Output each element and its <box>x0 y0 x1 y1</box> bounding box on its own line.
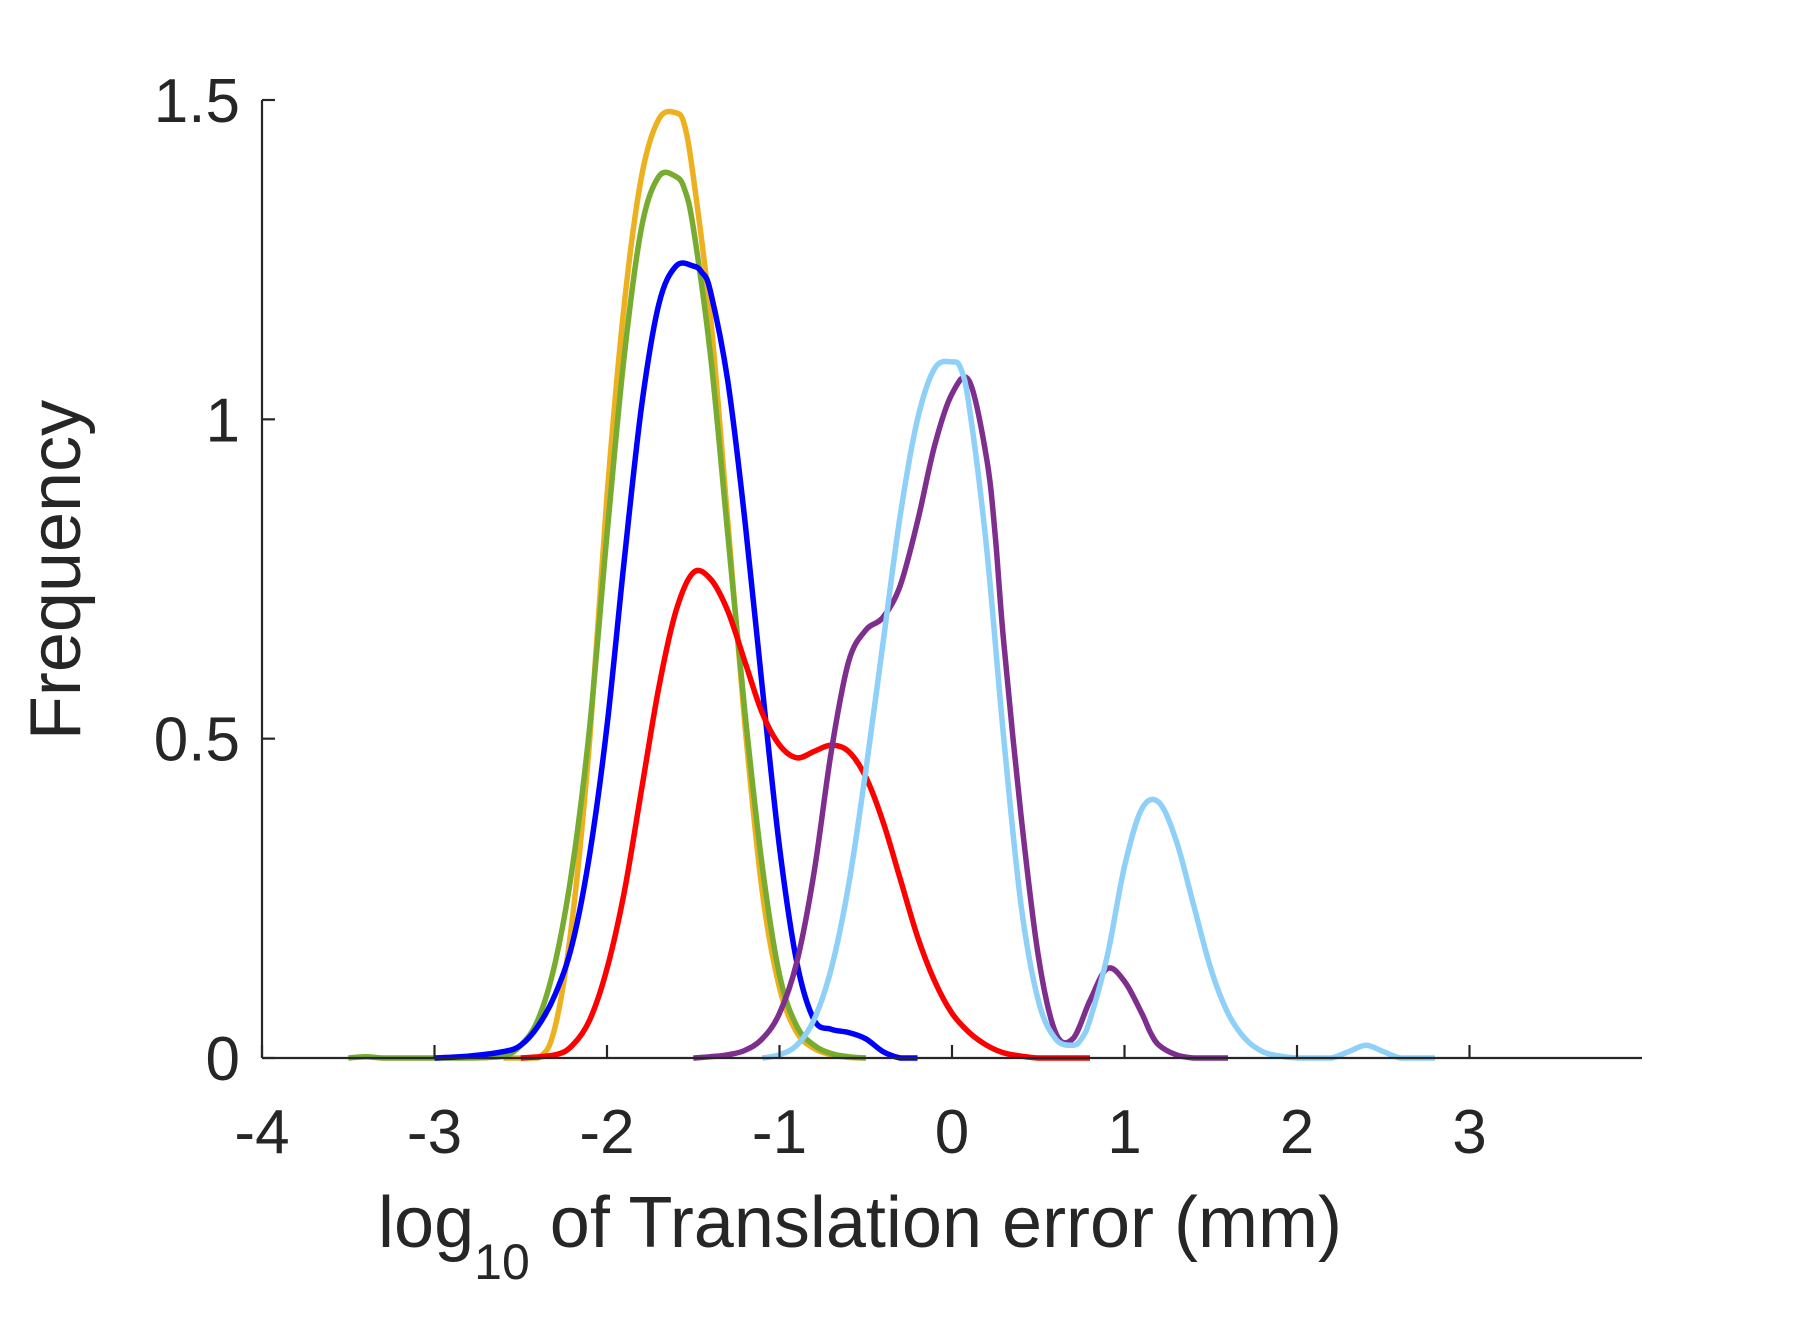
x-tick-label: 2 <box>1280 1098 1314 1167</box>
y-axis: 0 0.5 1 1.5 <box>154 67 275 1094</box>
y-tick-label: 0 <box>206 1025 240 1094</box>
x-tick-label: -1 <box>752 1098 807 1167</box>
x-tick-label: -4 <box>234 1098 289 1167</box>
x-axis-label-main: log <box>378 1183 474 1263</box>
plot-area <box>348 108 1435 1061</box>
x-axis-label: log10 of Translation error (mm) <box>378 1183 1342 1290</box>
series-line-4 <box>520 567 1090 1061</box>
series-line-6 <box>761 358 1435 1061</box>
x-tick-label: -2 <box>579 1098 634 1167</box>
y-axis-label: Frequency <box>16 400 96 740</box>
series-line-3 <box>434 260 918 1061</box>
y-tick-label: 1 <box>206 386 240 455</box>
y-tick-label: 1.5 <box>154 67 240 136</box>
x-tick-label: 3 <box>1452 1098 1486 1167</box>
series-line-1 <box>503 108 866 1061</box>
x-axis-label-rest: of Translation error (mm) <box>530 1183 1342 1263</box>
x-axis-label-subscript: 10 <box>474 1234 530 1290</box>
x-axis: -4 -3 -2 -1 0 1 2 3 <box>234 1045 1642 1167</box>
x-tick-label: 0 <box>935 1098 969 1167</box>
x-tick-label: 1 <box>1107 1098 1141 1167</box>
y-tick-label: 0.5 <box>154 706 240 775</box>
series-line-5 <box>693 374 1228 1061</box>
x-tick-label: -3 <box>407 1098 462 1167</box>
